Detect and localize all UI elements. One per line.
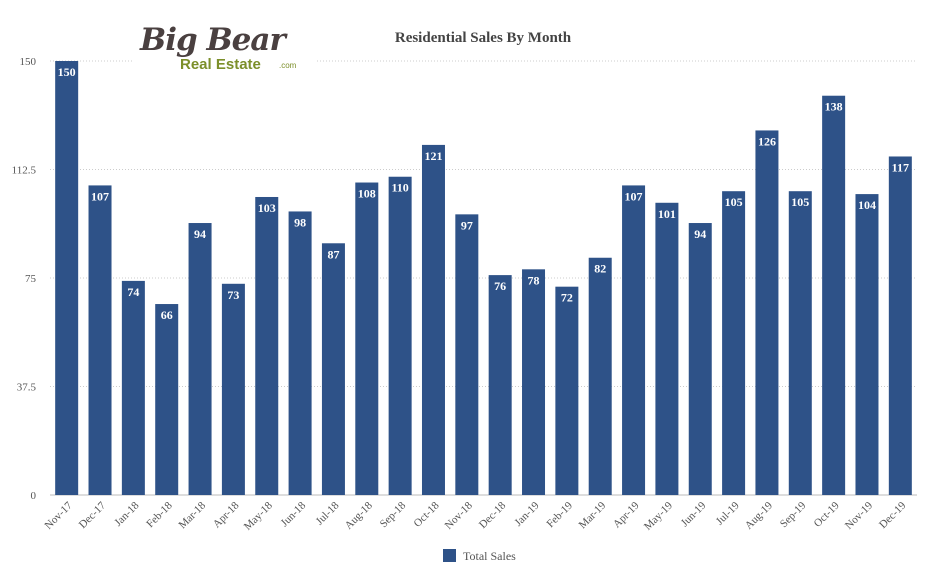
x-tick-label: Jan-19 — [512, 499, 542, 529]
x-tick-label: Oct-19 — [812, 499, 842, 529]
data-label: 105 — [791, 195, 809, 209]
x-tick-label: Mar-19 — [577, 499, 609, 531]
bar — [421, 144, 445, 495]
bar — [755, 130, 779, 495]
bar — [688, 223, 712, 495]
logo-backdrop — [133, 20, 317, 76]
x-tick-label: Dec-17 — [77, 499, 109, 531]
x-tick-label: Mar-18 — [177, 499, 209, 531]
y-tick-label: 75 — [25, 273, 37, 285]
x-tick-label: Sep-18 — [378, 499, 409, 530]
bar — [55, 61, 79, 495]
bar — [255, 196, 279, 495]
bar — [288, 211, 312, 495]
bar — [355, 182, 379, 495]
data-label: 105 — [725, 195, 743, 209]
x-tick-label: Oct-18 — [412, 499, 442, 529]
data-label: 117 — [892, 160, 909, 174]
bar — [722, 191, 746, 495]
bar — [788, 191, 812, 495]
bar — [855, 194, 879, 496]
x-tick-label: Jul-18 — [314, 499, 342, 527]
data-label: 72 — [561, 291, 573, 305]
chart-title: Residential Sales By Month — [395, 30, 572, 46]
bar — [388, 176, 412, 495]
x-axis-ticks: Nov-17 Dec-17 Jan-18 Feb-18 Mar-18 Apr-18 May-… — [43, 499, 909, 532]
data-label: 107 — [91, 189, 109, 203]
logo-real-estate-text: Real Estate — [180, 56, 261, 73]
x-tick-label: Nov-17 — [43, 499, 76, 532]
x-tick-label: Feb-19 — [544, 499, 575, 530]
x-tick-label: Apr-19 — [611, 499, 642, 530]
bar — [522, 269, 546, 495]
x-tick-label: Aug-18 — [343, 499, 376, 532]
data-label: 150 — [58, 65, 76, 79]
x-tick-label: May-19 — [642, 499, 675, 532]
x-tick-label: Jun-18 — [279, 499, 309, 529]
x-tick-label: Nov-19 — [843, 499, 876, 532]
logo-com-text: .com — [279, 61, 297, 70]
legend: Total Sales — [443, 549, 516, 563]
bars — [55, 61, 912, 496]
bar — [622, 185, 646, 495]
data-label: 104 — [858, 198, 876, 212]
bar — [655, 202, 679, 496]
bar — [88, 185, 112, 495]
data-label: 110 — [391, 181, 408, 195]
data-label: 138 — [825, 100, 843, 114]
y-tick-label: 112.5 — [12, 165, 37, 177]
x-tick-label: Aug-19 — [743, 499, 776, 532]
data-label: 94 — [694, 227, 706, 241]
x-tick-label: Sep-19 — [778, 499, 809, 530]
legend-label: Total Sales — [463, 549, 516, 563]
x-tick-label: Jul-19 — [714, 499, 742, 527]
data-label: 121 — [424, 149, 442, 163]
x-tick-label: Jan-18 — [112, 499, 142, 529]
data-label: 66 — [161, 308, 173, 322]
data-label: 76 — [494, 279, 506, 293]
data-label: 74 — [127, 285, 139, 299]
logo-big-bear-text: Big Bear — [139, 22, 288, 58]
bar — [321, 243, 345, 495]
bar — [188, 223, 212, 495]
x-tick-label: Dec-18 — [477, 499, 509, 531]
data-label: 107 — [625, 189, 643, 203]
data-label: 94 — [194, 227, 206, 241]
x-tick-label: May-18 — [242, 499, 275, 532]
bar — [155, 304, 179, 495]
x-tick-label: Dec-19 — [877, 499, 909, 531]
bar — [455, 214, 479, 495]
data-label: 82 — [594, 262, 606, 276]
data-label: 78 — [528, 273, 540, 287]
bar — [822, 95, 846, 495]
bar — [121, 280, 145, 495]
y-tick-label: 37.5 — [17, 382, 37, 394]
y-axis-ticks: 0 37.5 75 112.5 150 — [12, 56, 37, 502]
y-tick-label: 0 — [31, 490, 37, 502]
bar — [488, 275, 512, 495]
legend-swatch — [443, 549, 456, 562]
data-label: 73 — [227, 288, 239, 302]
logo: Big Bear Real Estate .com — [133, 20, 317, 76]
x-tick-label: Nov-18 — [443, 499, 476, 532]
bar — [888, 156, 912, 496]
x-tick-label: Apr-18 — [211, 499, 242, 530]
data-label: 87 — [327, 247, 339, 261]
data-label: 103 — [258, 201, 276, 215]
data-label: 108 — [358, 187, 376, 201]
data-label: 98 — [294, 215, 306, 229]
gridlines — [50, 60, 917, 496]
bar — [588, 257, 612, 495]
x-tick-label: Feb-18 — [144, 499, 175, 530]
data-label: 126 — [758, 134, 776, 148]
bar — [221, 283, 245, 495]
data-label: 101 — [658, 207, 676, 221]
y-tick-label: 150 — [20, 56, 37, 68]
x-tick-label: Jun-19 — [679, 499, 709, 529]
data-labels: 150 107 74 66 94 73 103 98 87 108 110 121 97 76 78 72 82… — [58, 65, 909, 322]
bar — [555, 286, 579, 495]
data-label: 97 — [461, 218, 473, 232]
